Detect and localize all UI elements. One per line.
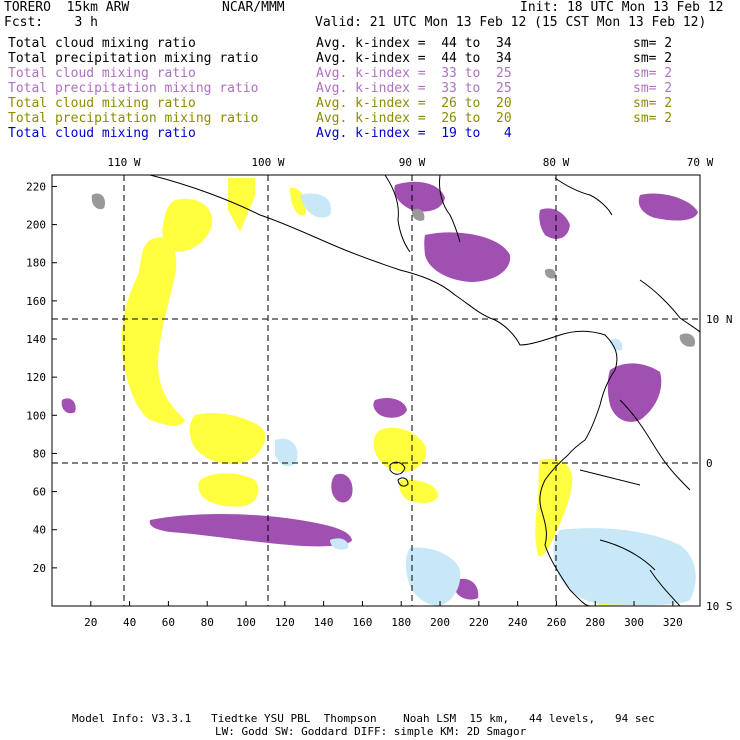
lat-label-1: 0	[706, 457, 713, 470]
y-tick-label-5: 120	[26, 371, 46, 384]
x-tick-label-3: 80	[201, 616, 214, 629]
legend-range-4: Avg. k-index = 26 to 20	[316, 96, 512, 111]
high-cloud-field	[91, 193, 696, 347]
y-tick-label-2: 60	[33, 486, 46, 499]
legend-field-3: Total precipitation mixing ratio	[8, 81, 259, 96]
y-tick-label-1: 40	[33, 524, 46, 537]
lon-label-4: 70 W	[687, 156, 714, 169]
legend-field-6: Total cloud mixing ratio	[8, 126, 196, 141]
legend-range-1: Avg. k-index = 44 to 34	[316, 51, 512, 66]
legend-range-2: Avg. k-index = 33 to 25	[316, 66, 512, 81]
legend-field-5: Total precipitation mixing ratio	[8, 111, 259, 126]
legend-range-5: Avg. k-index = 26 to 20	[316, 111, 512, 126]
x-tick-label-10: 220	[469, 616, 489, 629]
lon-label-3: 80 W	[543, 156, 570, 169]
x-tick-label-2: 60	[162, 616, 175, 629]
y-tick-label-0: 20	[33, 562, 46, 575]
axis-ticks	[52, 175, 701, 606]
lon-label-0: 110 W	[107, 156, 140, 169]
x-tick-label-0: 20	[84, 616, 97, 629]
x-tick-label-6: 140	[314, 616, 334, 629]
organization-label: NCAR/MMM	[222, 0, 285, 15]
x-tick-label-14: 300	[624, 616, 644, 629]
legend-smoothing-3: sm= 2	[633, 81, 673, 96]
map-frame	[51, 174, 701, 607]
init-time: Init: 18 UTC Mon 13 Feb 12	[520, 0, 724, 15]
x-tick-label-12: 260	[546, 616, 566, 629]
forecast-hour: Fcst: 3 h	[4, 15, 98, 30]
legend-range-3: Avg. k-index = 33 to 25	[316, 81, 512, 96]
legend-field-1: Total precipitation mixing ratio	[8, 51, 259, 66]
y-tick-label-9: 200	[26, 219, 46, 232]
lat-lon-grid	[52, 175, 700, 606]
x-tick-label-4: 100	[236, 616, 256, 629]
legend-smoothing-1: sm= 2	[633, 51, 673, 66]
lat-label-0: 10 N	[706, 313, 733, 326]
x-tick-label-11: 240	[508, 616, 528, 629]
valid-time: Valid: 21 UTC Mon 13 Feb 12 (15 CST Mon …	[315, 15, 707, 30]
legend-field-0: Total cloud mixing ratio	[8, 36, 196, 51]
legend-range-0: Avg. k-index = 44 to 34	[316, 36, 512, 51]
y-tick-label-8: 180	[26, 257, 46, 270]
longitude-labels: 110 W 100 W 90 W 80 W 70 W	[107, 156, 713, 169]
low-cloud-field	[121, 178, 630, 606]
lat-label-2: 10 S	[706, 600, 733, 613]
legend-smoothing-4: sm= 2	[633, 96, 673, 111]
lon-label-1: 100 W	[251, 156, 284, 169]
x-tick-label-15: 320	[663, 616, 683, 629]
y-tick-labels: 20 40 60 80 100 120 140 160 180 200 220	[26, 180, 46, 574]
y-tick-label-10: 220	[26, 180, 46, 193]
model-title: TORERO 15km ARW	[4, 0, 130, 15]
x-tick-label-7: 160	[352, 616, 372, 629]
x-tick-labels: 20 40 60 80 100 120 140 160 180 200 220 240 260 280 30…	[84, 616, 683, 629]
legend-range-6: Avg. k-index = 19 to 4	[316, 126, 512, 141]
x-tick-label-9: 200	[430, 616, 450, 629]
x-tick-label-13: 280	[585, 616, 605, 629]
model-info-line2: LW: Godd SW: Goddard DIFF: simple KM: 2D…	[215, 725, 527, 738]
y-tick-label-6: 140	[26, 333, 46, 346]
shallow-cloud-field	[275, 193, 696, 606]
y-tick-label-7: 160	[26, 295, 46, 308]
y-tick-label-3: 80	[33, 447, 46, 460]
model-info-line1: Model Info: V3.3.1 Tiedtke YSU PBL Thomp…	[72, 712, 655, 725]
legend-field-4: Total cloud mixing ratio	[8, 96, 196, 111]
legend-smoothing-0: sm= 2	[633, 36, 673, 51]
x-tick-label-8: 180	[391, 616, 411, 629]
latitude-labels: 10 N 0 10 S	[706, 313, 733, 613]
lon-label-2: 90 W	[399, 156, 426, 169]
coastline	[149, 174, 701, 607]
legend-smoothing-2: sm= 2	[633, 66, 673, 81]
legend-smoothing-5: sm= 2	[633, 111, 673, 126]
legend-field-2: Total cloud mixing ratio	[8, 66, 196, 81]
x-tick-label-1: 40	[123, 616, 136, 629]
x-tick-label-5: 120	[275, 616, 295, 629]
y-tick-label-4: 100	[26, 409, 46, 422]
